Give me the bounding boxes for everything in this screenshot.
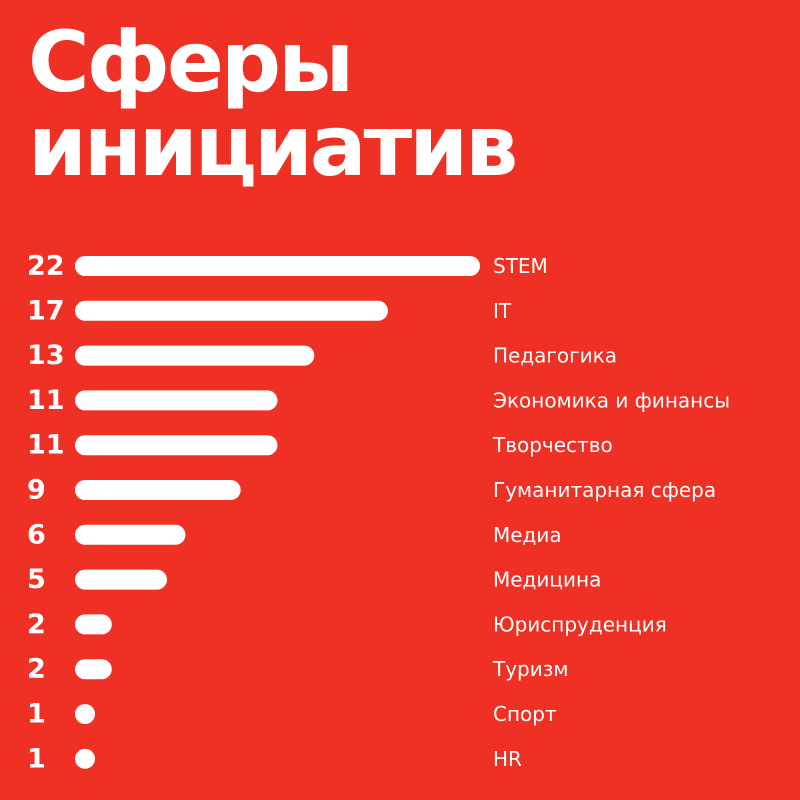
value-label: 11 (27, 430, 65, 461)
bar (75, 300, 388, 321)
value-label: 1 (27, 743, 46, 774)
value-label: 5 (27, 564, 46, 595)
bar (75, 480, 241, 500)
value-label: 2 (27, 654, 46, 685)
value-label: 9 (27, 475, 46, 506)
category-label: Туризм (492, 657, 568, 681)
bar (75, 748, 95, 769)
bar (75, 614, 112, 635)
category-label: Гуманитарная сфера (493, 478, 716, 502)
bar (75, 390, 278, 411)
category-label: Творчество (492, 433, 613, 457)
page-title: Сферы инициатив (28, 13, 518, 195)
bar (75, 435, 278, 456)
bar (75, 524, 186, 545)
category-label: Медицина (493, 568, 601, 592)
value-label: 11 (27, 385, 65, 416)
category-label: Юриспруденция (493, 612, 667, 636)
title-line-1: Сферы (28, 13, 354, 111)
bar (75, 704, 95, 724)
category-label: IT (493, 299, 512, 323)
category-label: STEM (493, 254, 548, 278)
value-label: 13 (27, 340, 65, 371)
value-label: 6 (27, 519, 46, 550)
category-label: Медиа (493, 523, 562, 547)
title-line-2: инициатив (28, 97, 518, 195)
category-label: Экономика и финансы (493, 388, 730, 412)
bar (75, 659, 112, 680)
category-label: Спорт (493, 702, 557, 726)
bar (75, 569, 168, 590)
category-label: HR (493, 747, 522, 771)
value-label: 1 (27, 699, 46, 730)
value-label: 17 (27, 295, 65, 326)
value-label: 22 (27, 251, 65, 282)
category-label: Педагогика (493, 344, 617, 368)
value-label: 2 (27, 609, 46, 640)
bar (75, 256, 480, 276)
bar (75, 345, 315, 366)
